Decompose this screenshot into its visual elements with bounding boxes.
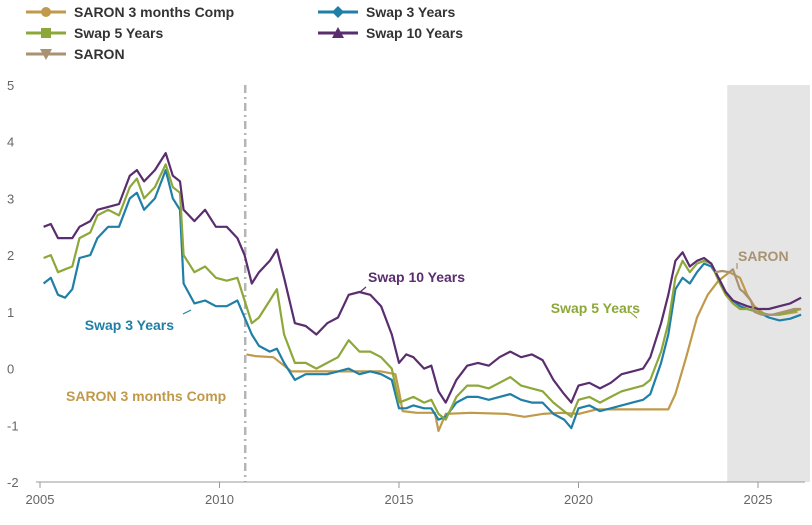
y-tick-label: 1 [7,305,14,320]
annotation-leader-swap5 [629,311,638,319]
series-line-swap10 [43,152,802,404]
series-line-saron3m [246,271,798,433]
legend-marker-swap10 [332,27,344,38]
annotation-label-swap5: Swap 5 Years [551,300,640,316]
annotation-label-saron3m: SARON 3 months Comp [66,388,226,404]
legend-item-swap10: Swap 10 Years [318,25,463,41]
y-tick-label: 4 [7,135,14,150]
legend-item-saron: SARON [26,46,125,62]
legend-item-swap5: Swap 5 Years [26,25,163,41]
x-tick-label: 2010 [205,492,234,507]
annotation-label-saron: SARON [738,248,789,264]
x-tick-label: 2015 [385,492,414,507]
y-tick-label: -1 [7,418,19,433]
annotation-saron3m: SARON 3 months Comp [66,388,226,404]
forecast-shaded-region [727,85,810,482]
legend-label-saron3m: SARON 3 months Comp [74,4,234,20]
legend-label-swap3: Swap 3 Years [366,4,455,20]
legend-item-swap3: Swap 3 Years [318,4,455,20]
y-axis: 5 4 3 2 1 0 -1 -2 [7,78,805,490]
annotation-swap10: Swap 10 Years [359,269,465,293]
x-tick-label: 2025 [744,492,773,507]
annotation-leader-swap10 [359,286,367,293]
legend-label-swap5: Swap 5 Years [74,25,163,41]
annotations: Swap 10 Years Swap 5 Years Swap 3 Years SAR… [66,248,789,404]
legend-label-swap10: Swap 10 Years [366,25,463,41]
legend-marker-swap3 [332,6,344,18]
annotation-swap5: Swap 5 Years [551,300,640,319]
series-line-swap3 [42,169,802,430]
y-tick-label: 3 [7,191,14,206]
series-line-swap5 [43,163,802,421]
plot-area [42,152,802,433]
legend-marker-saron [40,49,52,60]
annotation-swap3: Swap 3 Years [85,309,192,333]
annotation-label-swap3: Swap 3 Years [85,317,174,333]
x-tick-label: 2020 [564,492,593,507]
legend-item-saron3m: SARON 3 months Comp [26,4,234,20]
x-tick-label: 2005 [26,492,55,507]
legend-label-saron: SARON [74,46,125,62]
y-tick-label: -2 [7,475,19,490]
legend-marker-saron3m [41,7,51,17]
annotation-label-swap10: Swap 10 Years [368,269,465,285]
legend-marker-swap5 [41,28,51,38]
x-axis: 2005 2010 2015 2020 2025 [26,482,773,507]
y-tick-label: 5 [7,78,14,93]
legend: SARON 3 months Comp Swap 3 Years Swap 5 Ye… [26,4,463,62]
annotation-saron: SARON [736,248,789,269]
annotation-leader-swap3 [182,309,192,315]
series-line-saron [714,268,802,316]
y-tick-label: 0 [7,362,14,377]
y-tick-label: 2 [7,248,14,263]
